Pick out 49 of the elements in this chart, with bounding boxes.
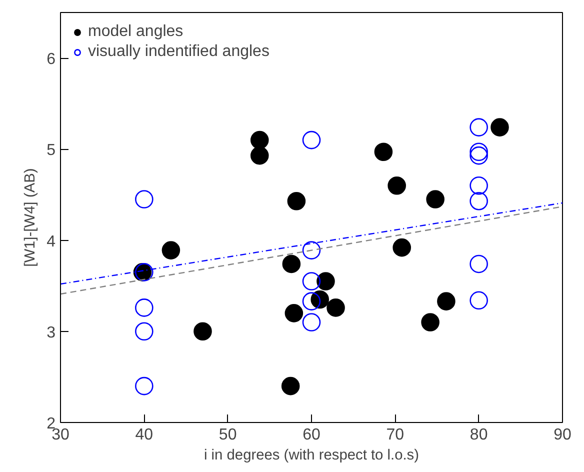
- point: [490, 118, 509, 136]
- x-tick-label: 90: [554, 426, 572, 444]
- point: [470, 142, 488, 162]
- x-tick-label: 60: [302, 426, 320, 444]
- point: [374, 142, 393, 162]
- legend-label: visually indentified angles: [88, 43, 270, 61]
- legend-label: model angles: [88, 23, 184, 41]
- y-tick-label: 4: [46, 233, 56, 250]
- point: [302, 241, 321, 260]
- point: [194, 322, 212, 341]
- point: [135, 376, 154, 396]
- point: [470, 254, 488, 274]
- point: [310, 290, 330, 309]
- point: [316, 272, 335, 290]
- point: [302, 313, 321, 332]
- point: [392, 238, 412, 257]
- point: [250, 130, 269, 150]
- point: [250, 146, 269, 165]
- point: [426, 190, 444, 208]
- point: [326, 298, 345, 317]
- point: [284, 304, 304, 322]
- point: [437, 292, 456, 310]
- point: [470, 291, 488, 310]
- point: [470, 118, 488, 136]
- point: [302, 130, 321, 150]
- point: [135, 298, 154, 317]
- point: [287, 192, 306, 210]
- point: [302, 272, 321, 290]
- point: [282, 254, 301, 274]
- point: [470, 146, 488, 165]
- point: [470, 192, 488, 210]
- y-tick-label: 3: [46, 324, 56, 342]
- x-tick-label: 70: [386, 426, 404, 444]
- point: [470, 176, 488, 195]
- y-tick-label: 6: [46, 51, 56, 68]
- x-axis-title: i in degrees (with respect to l.o.s): [204, 448, 420, 464]
- point: [135, 190, 154, 208]
- x-tick-label: 50: [218, 426, 237, 444]
- point: [388, 176, 406, 195]
- x-tick-label: 40: [135, 426, 154, 444]
- point: [281, 376, 300, 396]
- point: [135, 322, 154, 341]
- point: [421, 313, 440, 332]
- y-axis-title: [W1]-[W4] (AB): [22, 168, 39, 267]
- x-tick-label: 80: [470, 426, 488, 444]
- y-tick-label: 5: [46, 142, 56, 160]
- x-tick-label: 30: [52, 426, 70, 444]
- point: [162, 241, 180, 260]
- point: [302, 292, 321, 310]
